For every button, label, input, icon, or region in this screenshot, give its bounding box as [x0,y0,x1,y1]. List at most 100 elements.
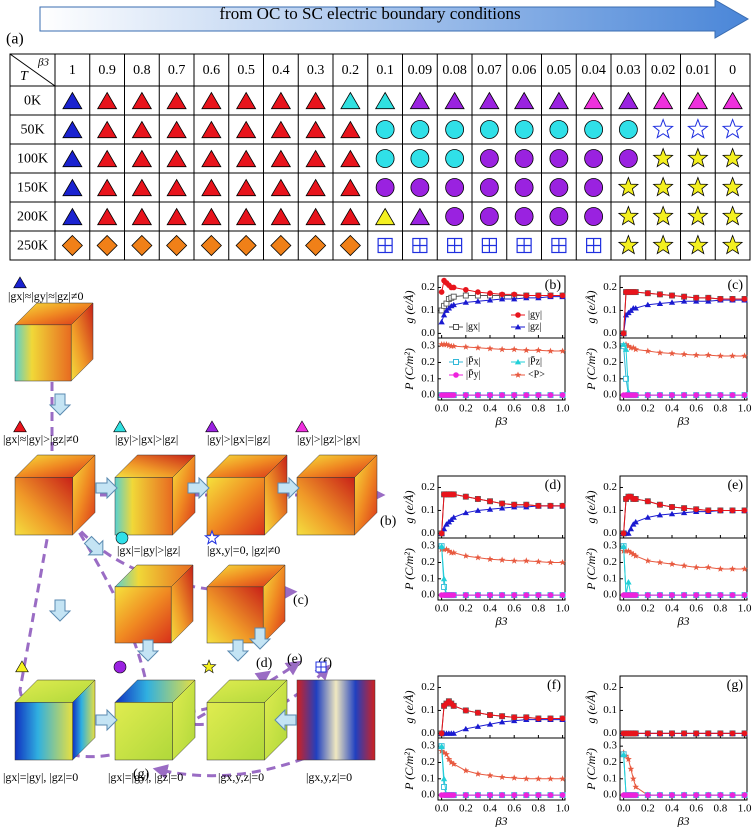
point [657,392,663,398]
point [547,559,554,566]
point [625,547,632,554]
x-tick-label: 0.6 [507,403,521,415]
x-tick-label: 0.6 [507,803,521,815]
column-header: 0.05 [547,63,572,78]
point [625,755,632,762]
state-icon [201,659,217,674]
phase-star [687,205,709,226]
point [627,525,635,532]
phase-triangle [270,178,292,197]
point [644,557,652,564]
x-tick-label: 0.2 [641,403,655,415]
point [681,392,687,398]
point [632,305,639,311]
phase-triangle [270,91,292,110]
phase-diamond [166,234,188,257]
point [741,296,748,302]
point [669,592,675,598]
point [693,730,699,737]
series-line [623,754,745,796]
point [668,510,676,517]
point [438,289,445,295]
state-icon [113,420,127,433]
phase-triangle [62,207,83,226]
flow-arrow [226,639,250,662]
point [535,346,542,354]
point [510,345,518,353]
point [438,341,445,348]
column-header: 0.01 [686,63,711,78]
panel-label: (g) [727,678,744,693]
point [693,392,699,398]
point [717,507,724,514]
y-tick-label: 0.1 [603,304,617,316]
phase-triangle [618,91,639,110]
point [475,592,481,598]
column-header: 0.3 [307,63,325,78]
phase-circle [618,120,638,139]
series-line [623,546,745,596]
phase-triangle [340,149,361,168]
x-tick-label: 0.8 [532,403,546,415]
table-line [9,53,56,87]
y-tick-label: 0.1 [603,704,617,716]
point [668,560,676,567]
point [462,299,469,305]
point [632,783,640,790]
phase-triangle [96,149,118,168]
y-axis-label: P (C/m²) [402,548,416,591]
point [669,292,675,299]
point [717,565,724,572]
y-tick-label: 0.0 [421,727,435,739]
phase-triangle [201,149,222,168]
point [523,775,530,782]
point [463,792,469,798]
y-tick-label: 0.0 [603,589,617,601]
axes-frame [437,737,566,801]
phase-triangle [444,91,465,110]
phase-triangle [722,91,743,110]
legend-symbol [453,372,459,378]
state-label: |gx|=|gy|, |gz|=0 [3,770,78,784]
point [741,352,748,359]
point [657,291,663,298]
column-header: 0.07 [477,63,502,78]
phase-circle [445,149,465,168]
axes-frame [619,337,748,401]
point [620,543,627,549]
y-tick-label: 0.0 [421,389,435,401]
point [499,713,505,719]
column-header: 1 [69,63,76,78]
point [622,346,630,352]
point [474,770,482,777]
point [547,292,554,299]
phase-triangle [166,91,187,110]
point [448,759,455,766]
column-header: 0 [729,63,736,78]
point [438,543,445,549]
point [475,792,481,798]
point [487,712,493,718]
point [523,292,530,299]
y-tick-label: 0.0 [603,327,617,339]
point [645,498,651,505]
point [486,721,494,727]
y-tick-label: 0.3 [421,340,435,352]
phase-circle [445,120,465,139]
point [511,392,517,398]
link-label: (c) [293,593,309,608]
point [627,549,635,556]
phase-triangle [409,91,431,110]
point [729,392,736,398]
phase-triangle [166,207,187,226]
point [705,351,712,358]
phase-circle [514,178,534,197]
legend-symbol [514,371,522,378]
legend-symbol [453,359,459,365]
point [475,289,481,295]
point [474,344,482,351]
point [450,792,457,798]
point [523,792,530,798]
point [632,792,639,798]
